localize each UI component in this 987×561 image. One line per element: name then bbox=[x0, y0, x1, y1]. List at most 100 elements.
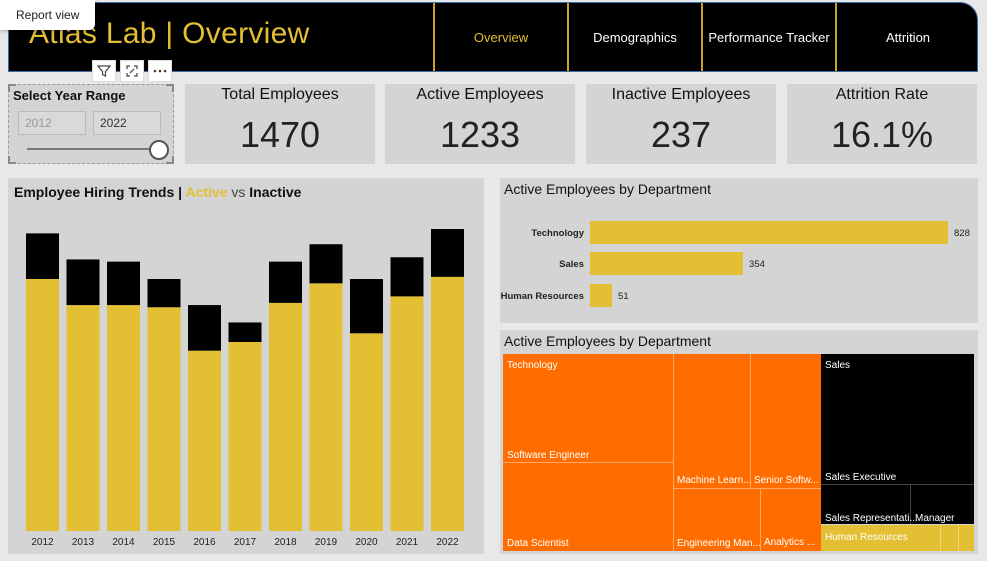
active-bar-2020 bbox=[350, 333, 383, 531]
treemap-body: Technology Software Engineer Data Scient… bbox=[503, 354, 975, 551]
treemap-tile-human-resources[interactable] bbox=[821, 525, 974, 551]
treemap-label-senior-software: Senior Softw... bbox=[754, 475, 819, 486]
treemap-tile-technology[interactable] bbox=[503, 354, 821, 551]
dept-bar-sales bbox=[590, 252, 744, 275]
slicer-title: Select Year Range bbox=[13, 88, 126, 103]
active-bar-2017 bbox=[228, 342, 262, 531]
treemap-tile-sales[interactable] bbox=[821, 354, 974, 524]
kpi-value: 237 bbox=[650, 114, 712, 155]
x-tick-label: 2019 bbox=[315, 537, 338, 548]
kpi-label: Active Employees bbox=[416, 86, 544, 103]
inactive-bar-2022 bbox=[431, 229, 464, 277]
dept-value-label: 828 bbox=[954, 228, 970, 239]
report-view-tooltip: Report view bbox=[0, 0, 96, 30]
title-prefix: Employee Hiring Trends | bbox=[14, 184, 186, 200]
kpi-label: Inactive Employees bbox=[611, 86, 751, 103]
kpi-label: Total Employees bbox=[221, 86, 339, 103]
dept-value-label: 51 bbox=[618, 291, 629, 302]
inactive-bar-2016 bbox=[188, 305, 221, 351]
dept-bar-chart: Technology 828 Sales 354 Human Resources 51 bbox=[501, 221, 970, 307]
active-bar-2022 bbox=[431, 276, 464, 531]
x-tick-label: 2020 bbox=[355, 537, 378, 548]
x-tick-label: 2021 bbox=[396, 537, 419, 548]
active-bar-2021 bbox=[390, 296, 424, 531]
dept-value-label: 354 bbox=[749, 259, 765, 270]
kpi-attrition-rate: Attrition Rate 16.1% bbox=[787, 84, 977, 164]
kpi-inactive-employees: Inactive Employees 237 bbox=[586, 84, 776, 164]
hiring-trends-panel[interactable]: Employee Hiring Trends | Active vs Inact… bbox=[8, 178, 484, 554]
treemap-label-data-scientist: Data Scientist bbox=[507, 538, 569, 549]
nav-performance-tracker[interactable]: Performance Tracker bbox=[701, 3, 835, 71]
x-tick-label: 2015 bbox=[153, 537, 176, 548]
focus-mode-icon[interactable] bbox=[120, 60, 144, 82]
treemap-label-sales: Sales bbox=[825, 360, 851, 371]
hiring-trends-chart: 2012 2013 2014 2015 2016 2017 2018 2019 2020 2021… bbox=[26, 229, 464, 548]
nav-attrition[interactable]: Attrition bbox=[835, 3, 977, 71]
end-year-input[interactable]: 2022 bbox=[93, 111, 161, 135]
start-year-input[interactable]: 2012 bbox=[18, 111, 86, 135]
treemap-label-machine-learning: Machine Learn... bbox=[677, 475, 752, 486]
active-bar-2016 bbox=[188, 350, 221, 531]
hiring-trends-title: Employee Hiring Trends | Active vs Inact… bbox=[14, 184, 301, 200]
treemap-divider bbox=[760, 488, 761, 551]
dept-bar-human-resources bbox=[590, 284, 613, 307]
treemap-label-human-resources: Human Resources bbox=[825, 532, 908, 543]
resize-handle[interactable] bbox=[8, 156, 16, 164]
treemap-title: Active Employees by Department bbox=[504, 333, 711, 349]
dept-label: Human Resources bbox=[501, 291, 584, 302]
treemap-divider bbox=[750, 354, 751, 488]
x-tick-label: 2017 bbox=[234, 537, 257, 548]
filter-icon[interactable] bbox=[92, 60, 116, 82]
kpi-value: 1233 bbox=[439, 114, 521, 155]
year-slider-track[interactable] bbox=[27, 148, 159, 150]
treemap-divider bbox=[503, 462, 673, 463]
inactive-bar-2013 bbox=[66, 259, 100, 306]
inactive-bar-2015 bbox=[147, 279, 181, 308]
kpi-total-employees: Total Employees 1470 bbox=[185, 84, 375, 164]
inactive-bar-2014 bbox=[107, 261, 140, 306]
treemap-label-software-engineer: Software Engineer bbox=[507, 450, 590, 461]
title-inactive: Inactive bbox=[249, 184, 302, 200]
dept-label: Technology bbox=[531, 228, 584, 239]
dept-bar-title: Active Employees by Department bbox=[504, 181, 711, 197]
inactive-bar-2021 bbox=[390, 257, 424, 297]
title-active: Active bbox=[185, 184, 228, 200]
dept-bar-panel[interactable]: Active Employees by Department Technolog… bbox=[500, 178, 978, 323]
inactive-bar-2012 bbox=[26, 233, 59, 279]
x-tick-label: 2016 bbox=[193, 537, 216, 548]
resize-handle[interactable] bbox=[166, 156, 174, 164]
dept-label: Sales bbox=[559, 259, 584, 270]
more-options-icon[interactable] bbox=[148, 60, 172, 82]
inactive-bar-2020 bbox=[350, 279, 383, 334]
active-bar-2018 bbox=[269, 302, 302, 531]
nav-demographics[interactable]: Demographics bbox=[567, 3, 701, 71]
resize-handle[interactable] bbox=[8, 84, 16, 92]
inactive-bar-2019 bbox=[309, 244, 343, 284]
treemap-divider bbox=[821, 484, 974, 485]
active-bar-2019 bbox=[309, 283, 343, 531]
year-slider-handle[interactable] bbox=[149, 140, 169, 160]
active-bar-2012 bbox=[26, 279, 59, 531]
active-bar-2013 bbox=[66, 305, 100, 531]
treemap-label-analytics: Analytics ... bbox=[764, 537, 816, 548]
dept-treemap-panel[interactable]: Active Employees by Department Technolog… bbox=[500, 330, 978, 554]
resize-handle[interactable] bbox=[166, 84, 174, 92]
x-tick-label: 2014 bbox=[112, 537, 135, 548]
kpi-active-employees: Active Employees 1233 bbox=[385, 84, 575, 164]
treemap-label-sales-executive: Sales Executive bbox=[825, 472, 897, 483]
treemap-label-technology: Technology bbox=[507, 360, 558, 371]
dept-bar-technology bbox=[590, 221, 948, 244]
x-tick-label: 2018 bbox=[274, 537, 297, 548]
year-range-slicer[interactable]: Select Year Range 2012 2022 bbox=[8, 84, 174, 164]
kpi-value: 16.1% bbox=[830, 114, 934, 155]
nav-overview[interactable]: Overview bbox=[433, 3, 567, 71]
treemap-label-sales-representative: Sales Representati... bbox=[825, 513, 918, 524]
x-tick-label: 2012 bbox=[31, 537, 54, 548]
treemap-label-manager: Manager bbox=[915, 513, 955, 524]
active-bar-2014 bbox=[107, 305, 140, 531]
treemap-divider bbox=[910, 484, 911, 524]
treemap-divider bbox=[958, 525, 959, 551]
inactive-bar-2018 bbox=[269, 261, 302, 303]
visual-toolbar bbox=[92, 60, 172, 82]
